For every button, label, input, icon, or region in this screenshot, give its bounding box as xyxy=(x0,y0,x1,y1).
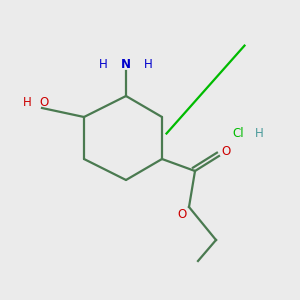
Text: H: H xyxy=(144,58,153,71)
Text: O: O xyxy=(222,145,231,158)
Text: O: O xyxy=(39,95,48,109)
Text: H: H xyxy=(22,95,32,109)
Text: Cl: Cl xyxy=(233,127,244,140)
Text: H: H xyxy=(99,58,108,71)
Text: H: H xyxy=(255,127,264,140)
Text: O: O xyxy=(177,208,186,221)
Text: N: N xyxy=(121,58,131,71)
